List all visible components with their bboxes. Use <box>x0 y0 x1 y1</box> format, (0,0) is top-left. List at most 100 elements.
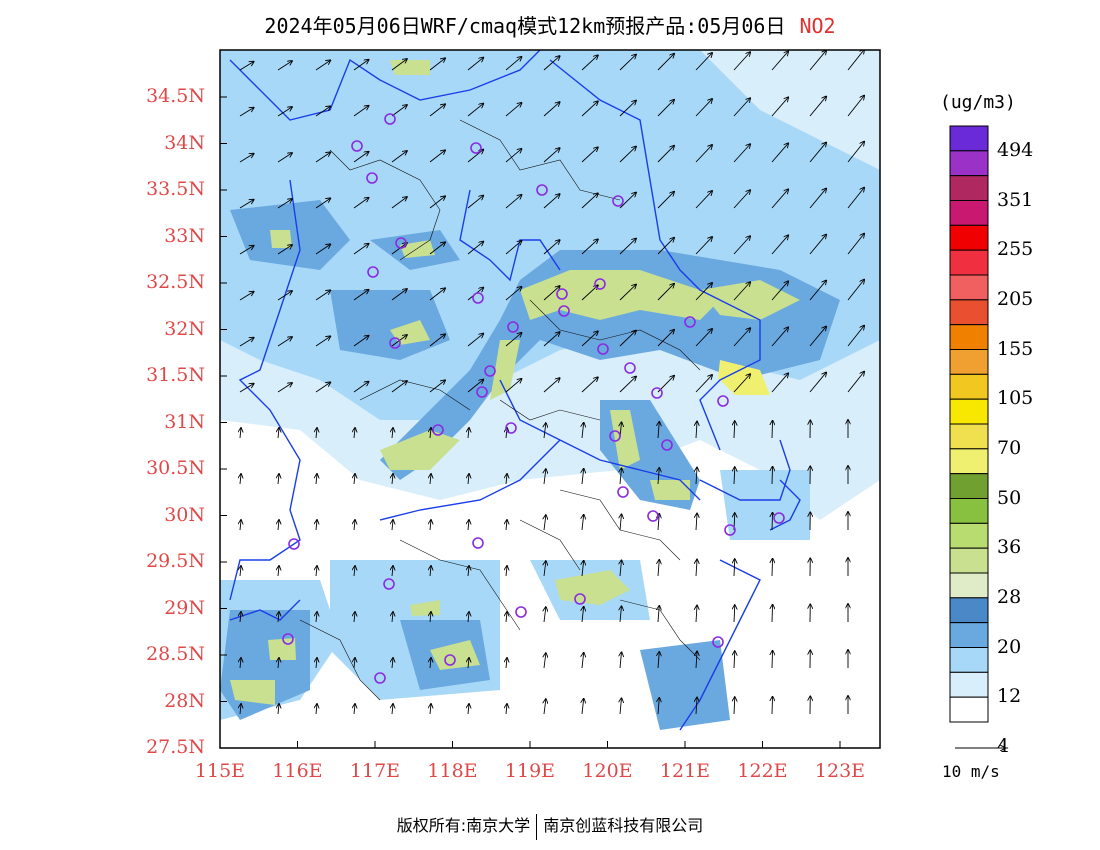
wind-arrow <box>354 658 355 669</box>
wind-arrow <box>771 327 788 347</box>
wind-arrow <box>467 104 483 117</box>
wind-arrow <box>734 559 735 577</box>
lat-label: 30.5N <box>146 457 205 479</box>
colorbar-label: 205 <box>997 287 1034 310</box>
wind-arrow <box>240 474 241 485</box>
site-marker <box>395 237 407 249</box>
wind-arrow <box>581 285 598 301</box>
wind-arrow <box>467 380 483 393</box>
colorbar-swatch <box>949 647 989 673</box>
site-marker <box>470 142 482 154</box>
wind-arrow <box>353 106 369 117</box>
lat-label: 29N <box>164 596 205 619</box>
wind-arrow <box>239 246 254 255</box>
wind-arrow <box>658 468 659 485</box>
wind-arrow <box>316 520 317 531</box>
site-marker <box>574 593 586 605</box>
wind-arrow <box>581 193 598 209</box>
wind-arrow <box>543 56 560 71</box>
wind-arrow <box>240 704 241 715</box>
wind-arrow <box>315 336 330 347</box>
wind-arrow <box>771 51 788 71</box>
colorbar-swatch <box>949 448 989 475</box>
wind-arrow <box>695 191 712 209</box>
site-marker <box>609 430 621 442</box>
wind-arrow <box>505 57 522 71</box>
wind-arrow <box>543 378 560 393</box>
wind-arrow <box>657 146 674 163</box>
colorbar-swatch <box>949 423 989 450</box>
wind-arrow <box>582 699 584 715</box>
wind-arrow <box>543 102 560 117</box>
wind-arrow <box>506 474 507 485</box>
wind-arrow <box>809 234 826 255</box>
colorbar-label: 351 <box>997 188 1034 211</box>
wind-arrow <box>315 106 330 117</box>
wind-arrow <box>734 651 735 669</box>
colorbar-label: 12 <box>997 685 1022 708</box>
lon-label: 119E <box>504 760 556 782</box>
wind-arrow <box>695 375 712 393</box>
monitoring-sites <box>282 113 785 684</box>
wind-arrow <box>505 287 522 301</box>
colorbar-swatch <box>949 671 989 698</box>
chart-title: 2024年05月06日WRF/cmaq模式12km预报产品:05月06日 NO2 <box>0 10 1100 39</box>
wind-arrow <box>620 652 621 669</box>
wind-arrow <box>315 290 330 301</box>
site-marker <box>366 172 378 184</box>
colorbar-label: 20 <box>997 635 1022 658</box>
wind-arrow <box>391 289 407 301</box>
wind-arrow <box>316 474 317 485</box>
wind-arrow <box>391 105 407 117</box>
wind-arrow <box>467 242 483 255</box>
site-marker <box>617 486 629 498</box>
site-marker <box>507 321 519 333</box>
wind-arrow <box>581 377 598 393</box>
colorbar-swatch <box>949 547 989 574</box>
wind-arrow <box>581 55 598 71</box>
wind-arrow <box>277 61 292 71</box>
wind-arrow <box>468 704 469 715</box>
wind-arrow <box>581 101 598 117</box>
wind-reference-label: 10 m/s <box>942 762 1000 781</box>
colorbar-label: 36 <box>997 536 1022 559</box>
wind-arrow <box>772 605 773 623</box>
wind-arrow <box>847 142 864 163</box>
wind-arrow <box>467 196 483 209</box>
wind-arrow <box>353 382 369 393</box>
site-marker <box>594 278 606 290</box>
wind-arrow <box>696 468 697 485</box>
wind-arrow <box>771 189 788 209</box>
wind-arrow <box>772 651 773 669</box>
colorbar-swatch <box>949 473 989 499</box>
wind-arrow <box>658 652 659 669</box>
site-marker <box>351 140 363 152</box>
wind-arrow <box>657 100 674 117</box>
lon-label: 115E <box>194 760 246 782</box>
lat-label: 29.5N <box>146 550 205 572</box>
wind-arrow <box>429 150 445 163</box>
lat-label: 34N <box>164 131 205 154</box>
colorbar-swatch <box>949 622 989 649</box>
colorbar-swatch <box>949 324 989 350</box>
lat-label: 34.5N <box>146 85 205 107</box>
site-marker <box>661 439 673 451</box>
wind-arrow <box>696 422 697 439</box>
wind-arrow <box>392 520 393 531</box>
colorbar-swatch <box>949 175 989 202</box>
title-text: 2024年05月06日WRF/cmaq模式12km预报产品:05月06日 <box>264 14 786 38</box>
wind-arrow <box>392 566 393 577</box>
lat-label: 28.5N <box>146 643 205 665</box>
wind-arrow <box>847 50 864 71</box>
wind-arrow <box>278 658 279 669</box>
wind-arrow <box>733 374 750 393</box>
site-marker <box>432 424 444 436</box>
wind-arrow <box>278 520 279 531</box>
wind-arrow <box>772 467 773 485</box>
site-marker <box>647 510 659 522</box>
wind-arrow <box>771 281 788 301</box>
wind-arrow <box>506 704 507 715</box>
wind-arrow <box>392 704 393 715</box>
wind-arrow <box>391 59 407 71</box>
